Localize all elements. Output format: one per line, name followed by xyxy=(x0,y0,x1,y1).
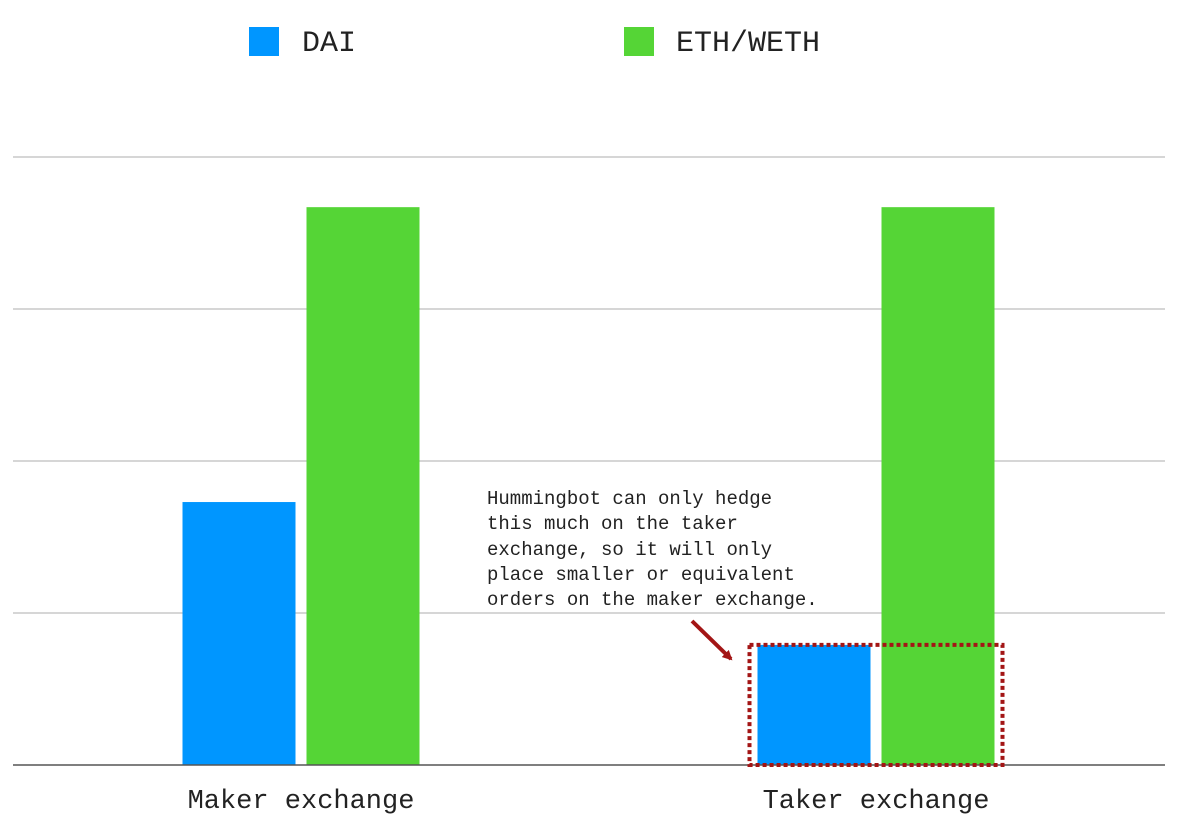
bar-eth-weth-maker-exchange xyxy=(306,207,420,765)
legend-item-eth-weth: ETH/WETH xyxy=(624,27,820,61)
legend-swatch-eth-weth xyxy=(624,27,654,56)
annotation-line-2: this much on the taker xyxy=(487,513,738,535)
bars xyxy=(182,207,995,765)
legend-label-dai: DAI xyxy=(302,27,356,61)
bar-eth-weth-taker-exchange xyxy=(881,207,995,765)
legend-swatch-dai xyxy=(249,27,279,56)
x-tick-label-taker-exchange: Taker exchange xyxy=(763,787,990,817)
bar-dai-taker-exchange xyxy=(757,644,871,765)
annotation-arrow xyxy=(690,619,733,661)
annotation-line-4: place smaller or equivalent xyxy=(487,564,795,586)
legend: DAI ETH/WETH xyxy=(249,27,820,61)
x-tick-labels: Maker exchange Taker exchange xyxy=(188,787,990,817)
legend-label-eth-weth: ETH/WETH xyxy=(676,27,820,61)
annotation-line-1: Hummingbot can only hedge xyxy=(487,488,772,510)
annotation-line-5: orders on the maker exchange. xyxy=(487,589,818,611)
legend-item-dai: DAI xyxy=(249,27,356,61)
annotation: Hummingbot can only hedge this much on t… xyxy=(487,488,818,661)
x-tick-label-maker-exchange: Maker exchange xyxy=(188,787,415,817)
bar-dai-maker-exchange xyxy=(182,502,296,765)
annotation-highlight-box xyxy=(747,642,1005,767)
annotation-line-3: exchange, so it will only xyxy=(487,539,772,561)
